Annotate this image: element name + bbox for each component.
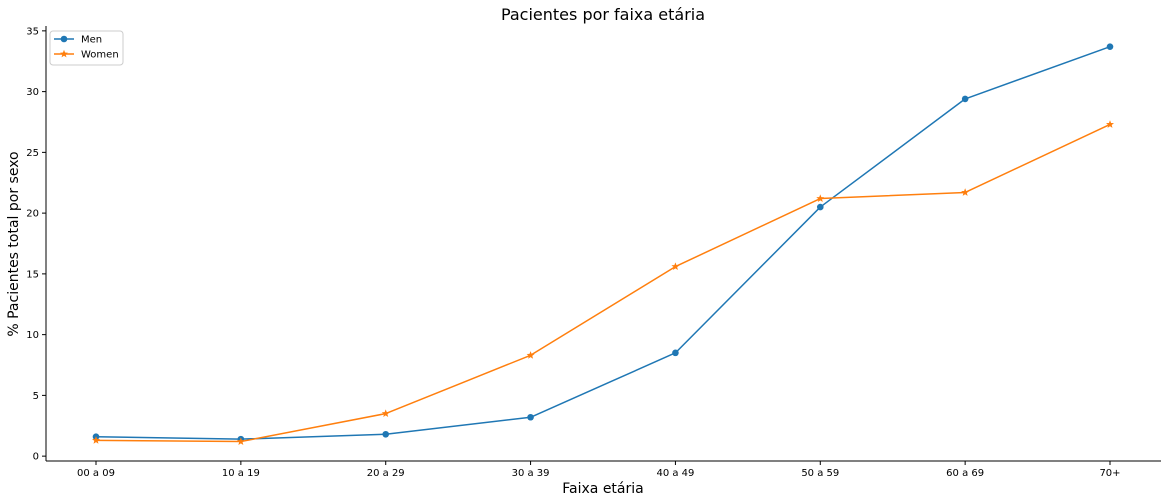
y-tick-label: 30 [26, 87, 39, 98]
y-tick-label: 5 [33, 391, 39, 402]
y-tick-label: 15 [26, 269, 39, 280]
axes [45, 26, 1161, 462]
data-point-women [1106, 120, 1114, 128]
series-line-men [95, 45, 1111, 440]
legend-label-women: Women [81, 50, 119, 61]
x-tick-label: 40 a 49 [656, 468, 694, 479]
series-women [92, 120, 1114, 445]
data-point-men [961, 95, 969, 103]
series-line-women [95, 123, 1111, 443]
x-tick-label: 60 a 69 [946, 468, 984, 479]
data-point-women [236, 437, 245, 445]
legend-item-men: Men [54, 35, 102, 46]
legend-marker-women [60, 49, 68, 58]
data-point-men [527, 413, 534, 421]
legend-label-men: Men [81, 35, 102, 46]
series-men [92, 43, 1114, 443]
y-tick-label: 35 [26, 26, 39, 37]
data-point-women [92, 436, 100, 444]
data-point-women [381, 409, 390, 418]
x-tick-label: 50 a 59 [801, 468, 839, 479]
series-group [92, 43, 1114, 445]
data-point-men [816, 203, 824, 211]
data-point-women [671, 262, 680, 270]
data-point-men [382, 430, 390, 438]
legend: Men Women [49, 30, 124, 66]
data-point-men [672, 349, 679, 357]
legend-item-women: Women [54, 50, 119, 61]
x-tick-label: 70+ [1099, 468, 1120, 479]
y-tick-label: 20 [26, 209, 39, 220]
legend-marker-men [60, 35, 68, 43]
y-tick-label: 0 [33, 452, 39, 463]
y-tick-label: 25 [26, 148, 39, 159]
data-point-women [961, 188, 970, 196]
x-tick-label: 20 a 29 [367, 468, 405, 479]
x-tick-label: 10 a 19 [222, 468, 260, 479]
x-tick-label: 30 a 39 [512, 468, 550, 479]
data-point-women [816, 194, 825, 202]
x-tick-label: 00 a 09 [77, 468, 115, 479]
x-ticks: 00 a 09 10 a 19 20 a 29 30 a 39 40 a 49 50 a … [77, 461, 1121, 479]
data-point-women [526, 351, 535, 359]
x-axis-title: Faixa etária [562, 481, 643, 497]
data-point-men [1106, 43, 1114, 50]
y-ticks: 0 5 10 15 20 25 30 35 [26, 26, 46, 463]
chart-title: Pacientes por faixa etária [501, 5, 705, 24]
y-tick-label: 10 [26, 330, 39, 341]
y-axis-title: % Pacientes total por sexo [6, 151, 22, 336]
